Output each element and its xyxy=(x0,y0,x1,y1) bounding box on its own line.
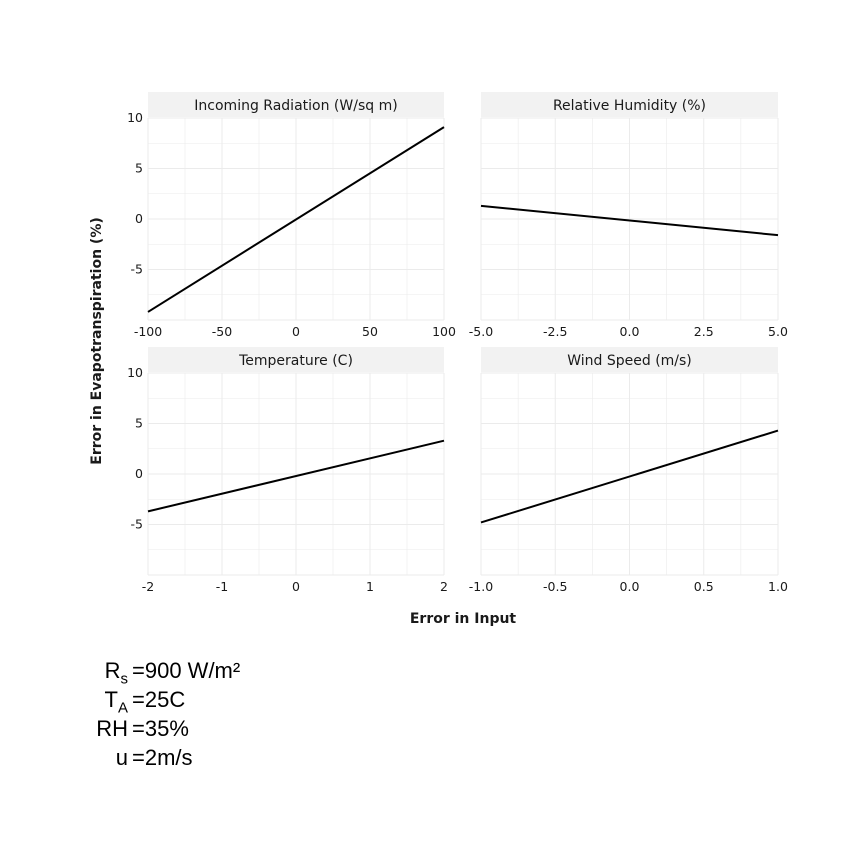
x-tick-label: 50 xyxy=(362,324,378,339)
facet-strip xyxy=(481,347,778,372)
y-tick-label: -5 xyxy=(131,262,143,277)
param-equals: = xyxy=(132,716,145,741)
series-line xyxy=(480,429,779,524)
param-value-radiation: 900 W/m² xyxy=(144,658,241,683)
x-tick-label: -5.0 xyxy=(469,324,493,339)
y-tick-label: 10 xyxy=(127,110,143,125)
param-name-wind: u xyxy=(115,745,128,770)
x-tick-label: -2 xyxy=(142,579,154,594)
param-value-humidity: 35% xyxy=(144,716,189,741)
param-equals: = xyxy=(132,658,145,683)
x-tick-label: 2 xyxy=(440,579,448,594)
facet-panel: Relative Humidity (%) -5.0 -2.5 0.0 2.5 5.0 xyxy=(469,92,788,339)
y-tick-label: 0 xyxy=(135,466,143,481)
param-equals: = xyxy=(132,687,145,712)
x-tick-label: -100 xyxy=(134,324,162,339)
x-tick-label: 100 xyxy=(432,324,456,339)
y-tick-label: 5 xyxy=(135,416,143,431)
series-line xyxy=(480,204,779,237)
y-axis-title: Error in Evapotranspiration (%) xyxy=(89,217,105,464)
x-tick-label: 0.0 xyxy=(620,579,640,594)
facet-title: Wind Speed (m/s) xyxy=(567,353,692,369)
param-name-radiation: Rs xyxy=(104,658,128,688)
x-tick-label: 5.0 xyxy=(768,324,788,339)
param-value-temperature: 25C xyxy=(144,687,186,712)
param-row-radiation: Rs = 900 W/m² xyxy=(88,656,328,687)
x-tick-label: -1.0 xyxy=(469,579,493,594)
x-tick-label: 0 xyxy=(292,324,300,339)
x-tick-label: -1 xyxy=(216,579,228,594)
param-row-wind: u = 2m/s xyxy=(88,743,328,772)
facet-title: Temperature (C) xyxy=(238,353,353,369)
param-value-wind: 2m/s xyxy=(144,745,193,770)
facet-panel: Incoming Radiation (W/sq m)-100 -50 0 50 100… xyxy=(127,92,456,339)
facet-panel: Wind Speed (m/s) -1.0 -0.5 0.0 0.5 1.0 xyxy=(469,347,788,594)
y-tick-label: 10 xyxy=(127,365,143,380)
param-name-humidity: RH xyxy=(96,716,128,741)
facet-strip xyxy=(481,92,778,117)
facet-strip xyxy=(148,347,444,372)
param-row-temperature: TA = 25C xyxy=(88,685,328,716)
y-tick-label: 0 xyxy=(135,211,143,226)
parameter-legend: Rs = 900 W/m² TA = 25C RH = 35% u = 2m/s xyxy=(88,656,328,772)
facet-strip xyxy=(148,92,444,117)
x-tick-label: 0.0 xyxy=(620,324,640,339)
y-tick-label: -5 xyxy=(131,517,143,532)
x-tick-label: 0 xyxy=(292,579,300,594)
x-tick-label: 1 xyxy=(366,579,374,594)
y-tick-label: 5 xyxy=(135,161,143,176)
param-equals: = xyxy=(132,745,145,770)
x-tick-label: -0.5 xyxy=(543,579,567,594)
series-line xyxy=(147,439,445,513)
x-tick-label: 1.0 xyxy=(768,579,788,594)
x-tick-label: 2.5 xyxy=(694,324,714,339)
param-name-temperature: TA xyxy=(104,687,128,717)
x-tick-label: -2.5 xyxy=(543,324,567,339)
x-tick-label: 0.5 xyxy=(694,579,714,594)
param-row-humidity: RH = 35% xyxy=(88,714,328,743)
x-axis-title: Error in Input xyxy=(410,611,517,627)
x-tick-label: -50 xyxy=(212,324,232,339)
facet-title: Incoming Radiation (W/sq m) xyxy=(194,98,397,114)
series-line xyxy=(147,126,445,313)
facet-panel: Temperature (C) -2 -1 0 1 2 -5 0 5 10 xyxy=(127,347,448,594)
facet-title: Relative Humidity (%) xyxy=(553,98,706,114)
